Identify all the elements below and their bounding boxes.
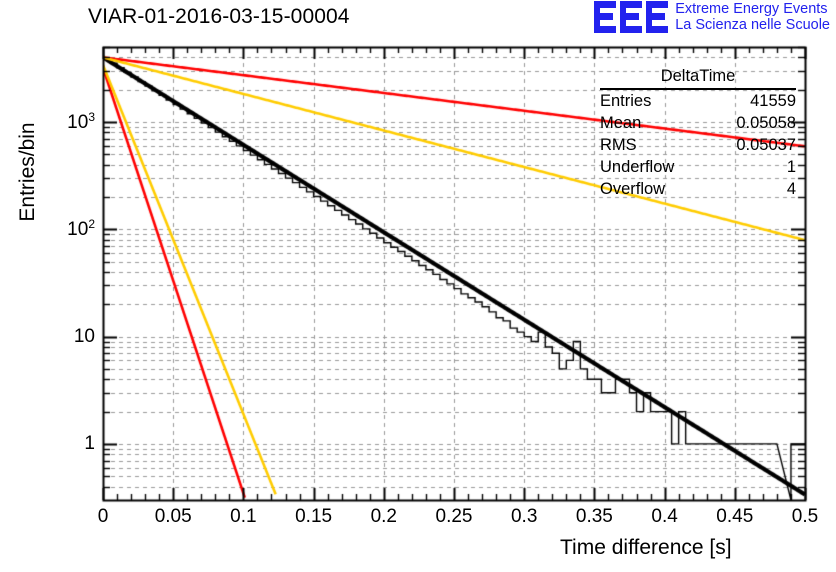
x-axis-tick-label: 0.4 xyxy=(651,506,678,527)
x-axis-tick-label: 0.1 xyxy=(230,506,257,527)
eee-letter-e3 xyxy=(646,1,669,33)
eee-logo-line2: La Scienza nelle Scuole xyxy=(675,17,830,33)
x-axis-tick-label: 0.3 xyxy=(510,506,538,527)
x-axis-tick-label: 0.25 xyxy=(435,506,473,527)
y-axis-tick-label: 103 xyxy=(67,109,95,134)
statistics-value-rms: 0.05037 xyxy=(736,136,796,154)
x-axis-tick-label: 0.2 xyxy=(370,506,398,527)
statistics-row-rms: RMS 0.05037 xyxy=(600,134,796,156)
y-axis-tick-label: 10 xyxy=(73,325,95,347)
x-axis-tick-label: 0 xyxy=(97,506,109,527)
eee-logo: Extreme Energy Events La Scienza nelle S… xyxy=(594,1,830,33)
statistics-row-overflow: Overflow 4 xyxy=(600,178,796,200)
x-axis-title: Time difference [s] xyxy=(560,536,732,559)
statistics-key-overflow: Overflow xyxy=(600,180,666,198)
y-axis-tick-label: 102 xyxy=(67,217,95,241)
statistics-key-entries: Entries xyxy=(600,92,652,110)
statistics-value-overflow: 4 xyxy=(786,180,796,198)
eee-logo-line1: Extreme Energy Events xyxy=(675,1,828,17)
x-axis-tick-label: 0.45 xyxy=(716,506,754,527)
eee-letter-e1 xyxy=(594,1,617,33)
x-axis-tick-label: 0.15 xyxy=(295,506,333,527)
x-axis-tick-label: 0.05 xyxy=(154,506,192,527)
page-title: VIAR-01-2016-03-15-00004 xyxy=(88,5,350,28)
statistics-value-mean: 0.05058 xyxy=(736,114,796,132)
statistics-key-underflow: Underflow xyxy=(600,158,675,176)
statistics-key-rms: RMS xyxy=(600,136,637,154)
eee-letter-e2 xyxy=(620,1,643,33)
statistics-key-mean: Mean xyxy=(600,114,642,132)
statistics-row-underflow: Underflow 1 xyxy=(600,156,796,178)
y-axis-tick-label: 1 xyxy=(84,432,95,454)
statistics-value-entries: 41559 xyxy=(750,92,796,110)
statistics-row-entries: Entries 41559 xyxy=(600,90,796,112)
eee-logo-text: Extreme Energy Events La Scienza nelle S… xyxy=(675,1,830,33)
x-axis-tick-label: 0.5 xyxy=(791,506,819,527)
eee-logo-mark xyxy=(594,1,669,33)
statistics-value-underflow: 1 xyxy=(786,158,796,176)
x-axis-tick-label: 0.35 xyxy=(575,506,613,527)
statistics-row-mean: Mean 0.05058 xyxy=(600,112,796,134)
statistics-box: DeltaTime Entries 41559 Mean 0.05058 RMS… xyxy=(600,66,796,200)
statistics-title: DeltaTime xyxy=(600,66,796,90)
